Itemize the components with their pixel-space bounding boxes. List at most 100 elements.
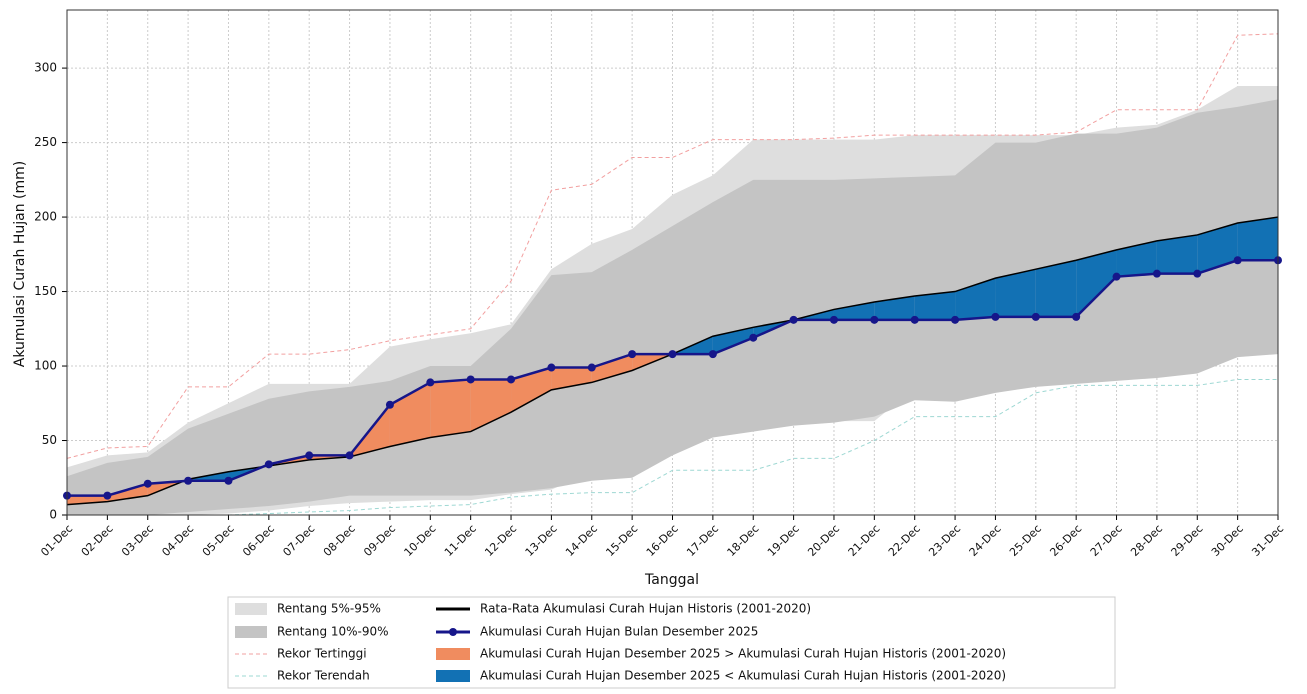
marker [345, 451, 354, 460]
plot-frame [66, 9, 1279, 516]
difference-fill [67, 495, 108, 505]
x-tick-label: 01-Dec [38, 522, 75, 559]
difference-fill [1197, 223, 1238, 274]
marker [466, 375, 475, 384]
difference-fill [995, 269, 1036, 317]
marker [1112, 272, 1121, 281]
difference-fill [874, 296, 915, 320]
x-tick-label: 31-Dec [1249, 522, 1286, 559]
marker [708, 350, 717, 359]
x-tick-label: 20-Dec [805, 522, 842, 559]
marker [264, 460, 273, 469]
x-tick-label: 12-Dec [482, 522, 519, 559]
x-tick-label: 30-Dec [1209, 522, 1246, 559]
x-tick-label: 28-Dec [1128, 522, 1165, 559]
difference-fill [1116, 240, 1157, 277]
marker [224, 476, 233, 485]
legend-swatch [235, 603, 267, 615]
difference-fill [430, 379, 471, 438]
marker [789, 315, 798, 324]
y-tick-label: 200 [34, 210, 57, 224]
x-tick-label: 24-Dec [967, 522, 1004, 559]
y-tick-label: 100 [34, 359, 57, 373]
series-line [67, 378, 1278, 516]
legend-label: Akumulasi Curah Hujan Bulan Desember 202… [480, 625, 758, 639]
x-tick-label: 26-Dec [1047, 522, 1084, 559]
x-tick-label: 29-Dec [1169, 522, 1206, 559]
marker [1031, 312, 1040, 321]
legend-label: Rekor Tertinggi [277, 647, 367, 661]
x-tick-label: 18-Dec [725, 522, 762, 559]
x-tick-label: 13-Dec [523, 522, 560, 559]
difference-fill [389, 382, 431, 447]
marker [1152, 269, 1161, 278]
difference-fill [914, 291, 956, 320]
series-line [66, 33, 1279, 459]
y-tick-label: 250 [34, 135, 57, 149]
x-tick-label: 05-Dec [200, 522, 237, 559]
x-tick-label: 21-Dec [846, 522, 883, 559]
x-tick-label: 25-Dec [1007, 522, 1044, 559]
legend-label: Rentang 5%-95% [277, 602, 381, 616]
x-tick-label: 23-Dec [926, 522, 963, 559]
marker [951, 315, 960, 324]
x-tick-label: 19-Dec [765, 522, 802, 559]
x-tick-label: 09-Dec [361, 522, 398, 559]
difference-fill [712, 327, 754, 355]
legend-swatch [436, 648, 470, 660]
marker [628, 350, 637, 359]
y-axis-label: Akumulasi Curah Hujan (mm) [12, 161, 28, 367]
x-tick-label: 06-Dec [240, 522, 277, 559]
difference-fill [1035, 260, 1077, 317]
marker [385, 400, 394, 409]
marker [910, 315, 919, 324]
marker [507, 375, 516, 384]
legend-label: Rekor Terendah [277, 669, 370, 683]
marker [749, 333, 758, 342]
legend-swatch [436, 670, 470, 682]
marker [547, 363, 556, 372]
marker [184, 476, 193, 485]
legend-swatch [235, 626, 267, 638]
marker [587, 363, 596, 372]
x-tick-label: 15-Dec [603, 522, 640, 559]
difference-fill [591, 354, 633, 383]
marker [829, 315, 838, 324]
marker [143, 479, 152, 488]
marker [668, 350, 677, 359]
marker [991, 312, 1000, 321]
legend [227, 596, 1116, 689]
x-tick-label: 08-Dec [321, 522, 358, 559]
marker [426, 378, 435, 387]
difference-fill [1076, 249, 1117, 317]
legend-label: Rata-Rata Akumulasi Curah Hujan Historis… [480, 602, 811, 616]
x-tick-label: 16-Dec [644, 522, 681, 559]
x-axis-label: Tanggal [644, 572, 699, 588]
legend-label: Rentang 10%-90% [277, 625, 389, 639]
difference-fill [470, 379, 512, 432]
x-tick-label: 22-Dec [886, 522, 923, 559]
marker [1233, 256, 1242, 265]
legend-label: Akumulasi Curah Hujan Desember 2025 < Ak… [480, 669, 1006, 683]
difference-fill [1156, 234, 1198, 274]
difference-fill [833, 301, 875, 320]
marker [1072, 312, 1081, 321]
difference-fill [1237, 217, 1278, 261]
y-tick-label: 50 [42, 433, 57, 447]
band [67, 99, 1278, 516]
difference-fill [107, 483, 148, 502]
marker [1193, 269, 1202, 278]
x-tick-label: 03-Dec [119, 522, 156, 559]
legend-label: Akumulasi Curah Hujan Desember 2025 > Ak… [480, 647, 1006, 661]
y-tick-label: 150 [34, 284, 57, 298]
legend-swatch [449, 628, 457, 636]
marker [305, 451, 314, 460]
x-tick-label: 07-Dec [280, 522, 317, 559]
x-tick-label: 11-Dec [442, 522, 479, 559]
x-tick-label: 02-Dec [79, 522, 116, 559]
x-tick-label: 10-Dec [402, 522, 439, 559]
difference-fill [511, 367, 552, 413]
x-tick-label: 17-Dec [684, 522, 721, 559]
x-tick-label: 14-Dec [563, 522, 600, 559]
